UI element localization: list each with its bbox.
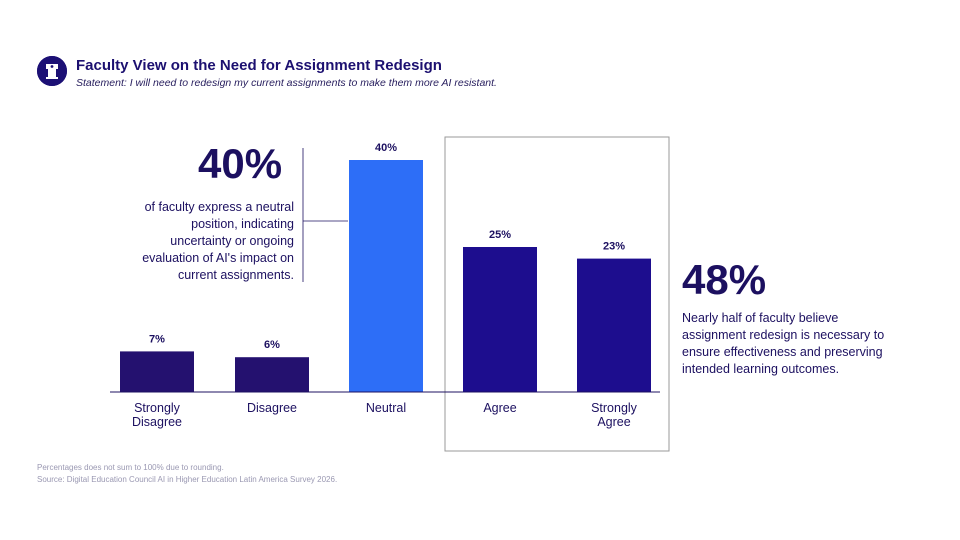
neutral-callout-value: 40%: [198, 140, 283, 187]
agree-highlight-box: [444, 136, 670, 452]
rounding-note: Percentages does not sum to 100% due to …: [37, 463, 224, 472]
source-note: Source: Digital Education Council AI in …: [37, 475, 338, 484]
bar-strongly-agree: [577, 258, 651, 392]
category-label-strongly-disagree: Strongly Disagree: [132, 401, 182, 429]
bar-strongly-disagree: [120, 351, 194, 392]
agree-callout-value: 48%: [682, 256, 767, 303]
footnotes: Percentages does not sum to 100% due to …: [37, 462, 337, 486]
bar-agree: [463, 247, 537, 392]
bar-disagree: [235, 357, 309, 392]
chart-subtitle: Statement: I will need to redesign my cu…: [76, 77, 497, 89]
podium-logo-icon: [37, 56, 67, 86]
value-label-strongly-disagree: 7%: [149, 333, 165, 345]
value-label-neutral: 40%: [375, 142, 397, 154]
neutral-callout-text: of faculty express a neutral position, i…: [142, 200, 294, 282]
category-label-disagree: Disagree: [247, 401, 297, 415]
value-label-disagree: 6%: [264, 339, 280, 351]
agree-callout-text: Nearly half of faculty believe assignmen…: [682, 311, 885, 376]
chart-title: Faculty View on the Need for Assignment …: [76, 57, 442, 74]
value-label-agree: 25%: [489, 229, 511, 241]
value-label-strongly-agree: 23%: [603, 241, 625, 253]
category-label-agree: Agree: [483, 401, 516, 415]
category-label-strongly-agree: Strongly Agree: [591, 401, 638, 429]
bar-neutral: [349, 160, 423, 392]
category-label-neutral: Neutral: [366, 401, 406, 415]
